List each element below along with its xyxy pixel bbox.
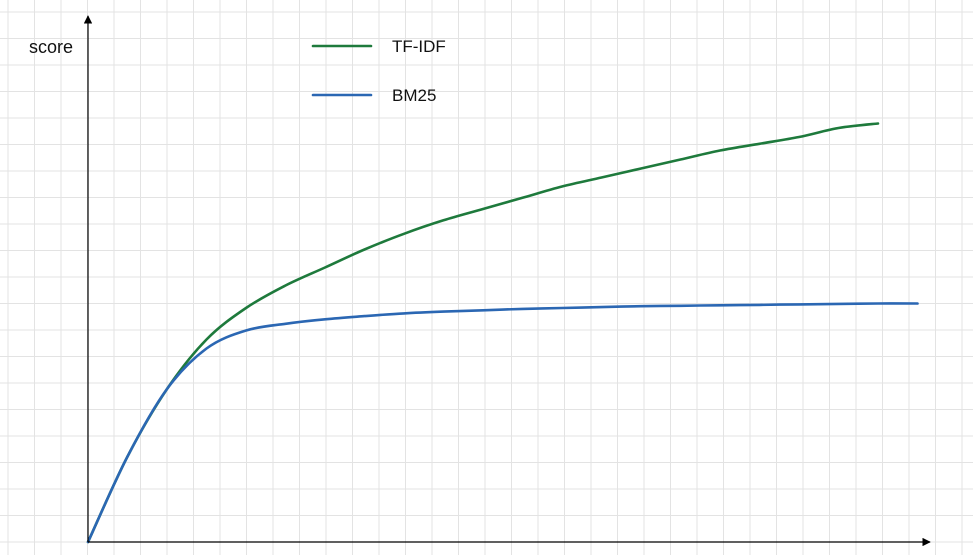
legend: TF-IDF BM25 [311,37,446,105]
legend-label: BM25 [392,86,436,105]
series-line-tf-idf [86,122,880,544]
series-line-bm25 [86,302,919,544]
series-lines [86,122,919,544]
legend-item: TF-IDF [311,37,446,56]
legend-item: BM25 [311,86,436,105]
legend-label: TF-IDF [392,37,446,56]
y-axis-label: score [29,37,73,57]
